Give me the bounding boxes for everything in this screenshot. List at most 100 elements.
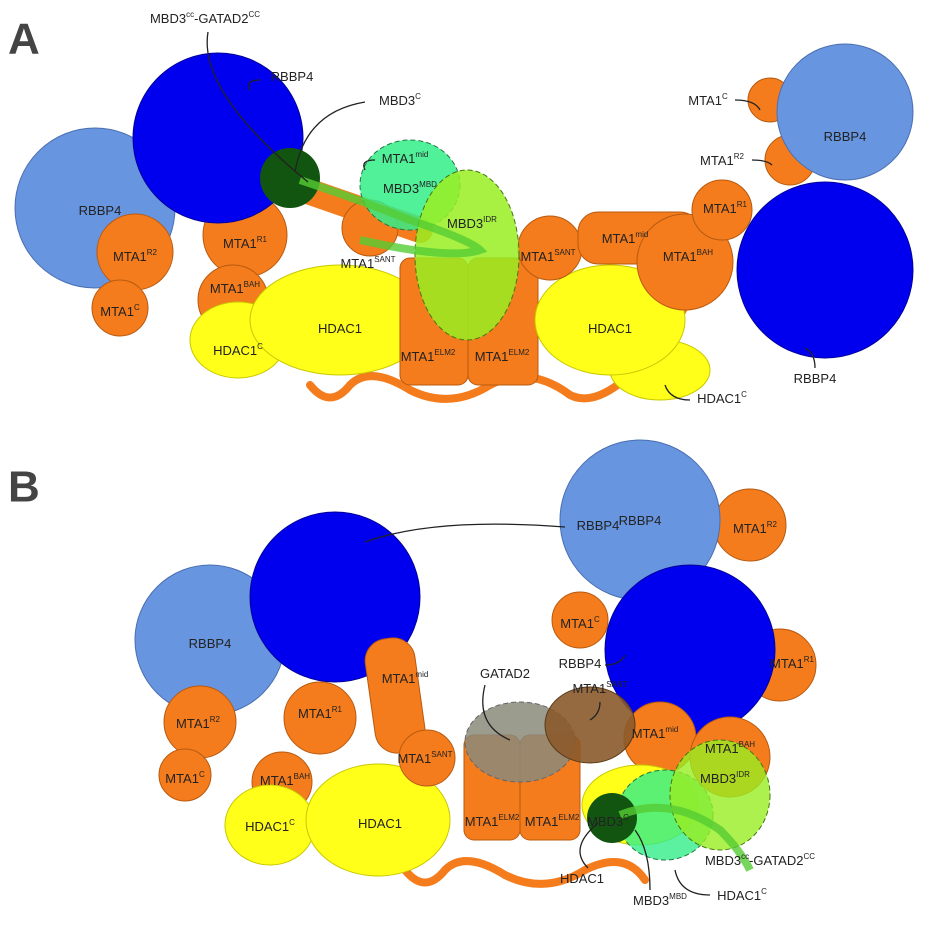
- label: RBBP4: [559, 656, 602, 671]
- label-text: MTA1: [210, 281, 244, 296]
- label-text: MTA1: [100, 304, 134, 319]
- label: MBD3cc-GATAD2CC: [150, 10, 260, 26]
- label: RBBP4: [577, 518, 620, 533]
- label-text: -GATAD2: [749, 853, 803, 868]
- label-superscript: C: [722, 92, 728, 101]
- label-text: RBBP4: [577, 518, 620, 533]
- label-text: MBD3: [587, 814, 623, 829]
- label-superscript: MBD: [419, 180, 437, 189]
- label-superscript: R2: [767, 520, 778, 529]
- label-superscript: SANT: [554, 248, 575, 257]
- label-text: MTA1: [703, 201, 737, 216]
- label-text: MTA1: [560, 616, 594, 631]
- rbbp4: [737, 182, 913, 358]
- label-superscript: mid: [415, 670, 428, 679]
- label: HDAC1: [560, 871, 604, 886]
- label-superscript: R2: [734, 152, 745, 161]
- label-text: MBD3: [700, 771, 736, 786]
- label-text: MTA1: [382, 151, 416, 166]
- label-text: MBD3: [447, 216, 483, 231]
- label-text: RBBP4: [79, 203, 122, 218]
- label-superscript: CC: [248, 10, 260, 19]
- label-superscript: cc: [741, 852, 749, 861]
- mbd3-c: [260, 148, 320, 208]
- label-text: MBD3: [383, 181, 419, 196]
- label-text: MTA1: [113, 249, 147, 264]
- panel-letter: B: [8, 463, 40, 512]
- label-text: MTA1: [663, 249, 697, 264]
- label-superscript: BAH: [244, 280, 261, 289]
- panel-letter: A: [8, 15, 40, 64]
- label-text: MBD3: [379, 93, 415, 108]
- label: MBD3C: [379, 92, 421, 108]
- label: MTA1mid: [382, 670, 429, 686]
- label-superscript: R1: [737, 200, 748, 209]
- label: HDAC1C: [717, 887, 767, 903]
- label-superscript: R1: [257, 235, 268, 244]
- label-text: MTA1: [733, 521, 767, 536]
- label-text: MTA1: [705, 741, 739, 756]
- label-text: HDAC1: [697, 391, 741, 406]
- label-text: MTA1: [520, 249, 554, 264]
- label: RBBP4: [794, 371, 837, 386]
- label-text: HDAC1: [245, 819, 289, 834]
- label-text: RBBP4: [189, 636, 232, 651]
- label: RBBP4: [619, 513, 662, 528]
- label-text: MTA1: [401, 349, 435, 364]
- label-text: MTA1: [165, 771, 199, 786]
- label-text: MTA1: [298, 706, 332, 721]
- label-superscript: R1: [804, 655, 815, 664]
- label: RBBP4: [271, 69, 314, 84]
- label-superscript: mid: [635, 230, 648, 239]
- label: HDAC1C: [697, 390, 747, 406]
- label-text: RBBP4: [271, 69, 314, 84]
- label-text: MTA1: [223, 236, 257, 251]
- label: MTA1SANT: [340, 255, 395, 271]
- label-text: HDAC1: [560, 871, 604, 886]
- label-superscript: C: [257, 342, 263, 351]
- label-superscript: C: [289, 818, 295, 827]
- label: MBD3MBD: [633, 892, 687, 908]
- label: MBD3cc-GATAD2CC: [705, 852, 815, 868]
- label-superscript: C: [741, 390, 747, 399]
- label-superscript: SANT: [374, 255, 395, 264]
- label: MTA1R2: [700, 152, 744, 168]
- label: HDAC1C: [213, 342, 263, 358]
- diagram: A MBD3cc-GATAD2CC RBBP4 RBBP4 MBD3C MTA1…: [0, 0, 938, 927]
- label-superscript: SANT: [431, 750, 452, 759]
- label-superscript: C: [594, 615, 600, 624]
- label-superscript: BAH: [697, 248, 714, 257]
- label-text: MTA1: [632, 726, 666, 741]
- label-superscript: C: [199, 770, 205, 779]
- label-text: HDAC1: [213, 343, 257, 358]
- label-superscript: mid: [665, 725, 678, 734]
- label-superscript: ELM2: [508, 348, 529, 357]
- label: HDAC1: [358, 816, 402, 831]
- label-superscript: BAH: [294, 772, 311, 781]
- label-superscript: cc: [186, 10, 194, 19]
- label-text: RBBP4: [559, 656, 602, 671]
- label-superscript: C: [415, 92, 421, 101]
- label-text: HDAC1: [717, 888, 761, 903]
- label-text: MTA1: [176, 716, 210, 731]
- linker: [405, 861, 645, 884]
- label: HDAC1C: [245, 818, 295, 834]
- label-superscript: IDR: [736, 770, 750, 779]
- label-text: MBD3: [705, 853, 741, 868]
- label-superscript: ELM2: [498, 813, 519, 822]
- label-superscript: ELM2: [434, 348, 455, 357]
- label-superscript: C: [134, 303, 140, 312]
- label: RBBP4: [824, 129, 867, 144]
- label-superscript: ELM2: [558, 813, 579, 822]
- label-text: MTA1: [465, 814, 499, 829]
- label-text: MTA1: [525, 814, 559, 829]
- label-text: RBBP4: [824, 129, 867, 144]
- label-text: MTA1: [572, 681, 606, 696]
- label-superscript: BAH: [739, 740, 756, 749]
- label-superscript: C: [623, 813, 629, 822]
- label-superscript: R2: [210, 715, 221, 724]
- label: HDAC1: [588, 321, 632, 336]
- label-text: HDAC1: [588, 321, 632, 336]
- label: MTA1C: [688, 92, 728, 108]
- label-text: MTA1: [340, 256, 374, 271]
